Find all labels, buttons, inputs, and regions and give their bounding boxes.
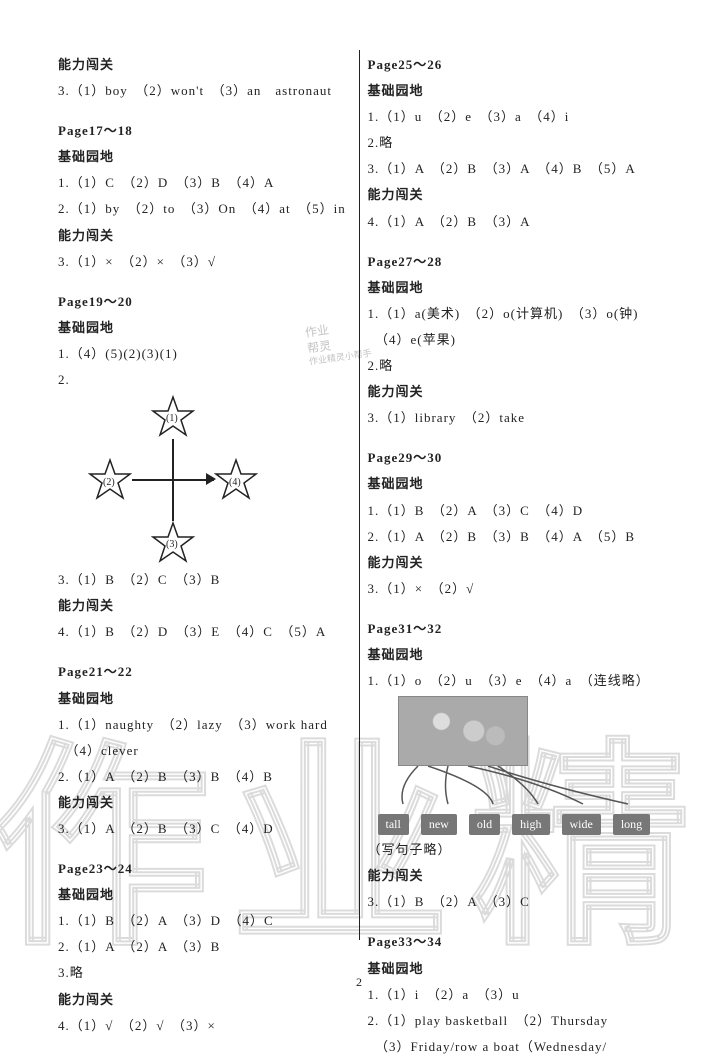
- answer-line: 3.（1）library （2）take: [368, 407, 661, 429]
- answer-line: 3.（1）B （2）C （3）B: [58, 569, 351, 591]
- word-tag: tall: [378, 814, 409, 835]
- section-heading: 基础园地: [58, 688, 351, 710]
- star-label: (3): [166, 539, 178, 550]
- answer-line: 1.（1）u （2）e （3）a （4）i: [368, 106, 661, 128]
- answer-line: （4）clever: [58, 740, 351, 762]
- page-range: Page23～24: [58, 858, 351, 880]
- word-tag: old: [469, 814, 500, 835]
- answer-line: 4.（1）A （2）B （3）A: [368, 211, 661, 233]
- answer-line: 2.（1）by （2）to （3）On （4）at （5）in: [58, 198, 351, 220]
- answer-line: 1.（1）o （2）u （3）e （4）a （连线略）: [368, 670, 661, 692]
- answer-line: 2.（1）A （2）B （3）B （4）A （5）B: [368, 526, 661, 548]
- connector-curves: [388, 766, 648, 806]
- page-range: Page19～20: [58, 291, 351, 313]
- answer-line: 1.（1）B （2）A （3）C （4）D: [368, 500, 661, 522]
- answer-line: 1.（1）C （2）D （3）B （4）A: [58, 172, 351, 194]
- section-heading: 能力闯关: [58, 989, 351, 1011]
- page-range: Page21～22: [58, 661, 351, 683]
- section-heading: 能力闯关: [58, 54, 351, 76]
- answer-line: 3.（1）B （2）A （3）C: [368, 891, 661, 913]
- answer-line: 4.（1）B （2）D （3）E （4）C （5）A: [58, 621, 351, 643]
- section-heading: 能力闯关: [58, 792, 351, 814]
- section-heading: 基础园地: [368, 277, 661, 299]
- star-label: (1): [166, 413, 178, 424]
- word-tag-row: tall new old high wide long: [378, 814, 661, 835]
- answer-line: 2.: [58, 369, 351, 391]
- section-heading: 基础园地: [368, 644, 661, 666]
- section-heading: 能力闯关: [58, 595, 351, 617]
- inline-photo: [398, 696, 528, 766]
- answer-line: （写句子略）: [368, 839, 661, 861]
- section-heading: 基础园地: [368, 80, 661, 102]
- star-label: (4): [229, 477, 241, 488]
- answer-line: 3.（1）× （2）× （3）√: [58, 251, 351, 273]
- word-tag: new: [421, 814, 457, 835]
- answer-line: 2.（1）play basketball （2）Thursday: [368, 1010, 661, 1032]
- answer-line: 1.（1）B （2）A （3）D （4）C: [58, 910, 351, 932]
- answer-line: 3.（1）A （2）B （3）A （4）B （5）A: [368, 158, 661, 180]
- answer-line: 2.（1）A （2）A （3）B: [58, 936, 351, 958]
- answer-line: 3.（1）× （2）√: [368, 578, 661, 600]
- answer-line: 2.略: [368, 132, 661, 154]
- star-label: (2): [103, 477, 115, 488]
- section-heading: 能力闯关: [58, 225, 351, 247]
- section-heading: 基础园地: [368, 473, 661, 495]
- answer-line: 3.（1）A （2）B （3）C （4）D: [58, 818, 351, 840]
- word-tag: long: [613, 814, 650, 835]
- section-heading: 能力闯关: [368, 865, 661, 887]
- section-heading: 基础园地: [58, 146, 351, 168]
- page-range: Page31～32: [368, 618, 661, 640]
- answer-line: 4.（1）√ （2）√ （3）×: [58, 1015, 351, 1037]
- section-heading: 能力闯关: [368, 552, 661, 574]
- page-number: 2: [0, 975, 718, 990]
- answer-line: 2.略: [368, 355, 661, 377]
- answer-line: 1.（1）naughty （2）lazy （3）work hard: [58, 714, 351, 736]
- answer-line: （4）e(苹果): [368, 329, 661, 351]
- right-column: Page25～26 基础园地 1.（1）u （2）e （3）a （4）i 2.略…: [360, 50, 669, 940]
- answer-line: 1.（4）(5)(2)(3)(1): [58, 343, 351, 365]
- page-range: Page33～34: [368, 931, 661, 953]
- star-diagram: (1) (2) (4) (3): [88, 395, 258, 565]
- answer-line: 2.（1）A （2）B （3）B （4）B: [58, 766, 351, 788]
- arrow-right-icon: [206, 473, 218, 485]
- page-range: Page27～28: [368, 251, 661, 273]
- answer-line: （3）Friday/row a boat（Wednesday/: [368, 1036, 661, 1058]
- section-heading: 能力闯关: [368, 184, 661, 206]
- section-heading: 能力闯关: [368, 381, 661, 403]
- answer-line: 3.（1）boy （2）won't （3）an astronaut: [58, 80, 351, 102]
- section-heading: 基础园地: [58, 884, 351, 906]
- page-range: Page29～30: [368, 447, 661, 469]
- answer-line: 1.（1）a(美术) （2）o(计算机) （3）o(钟): [368, 303, 661, 325]
- word-tag: high: [512, 814, 549, 835]
- left-column: 能力闯关 3.（1）boy （2）won't （3）an astronaut P…: [50, 50, 360, 940]
- word-tag: wide: [562, 814, 601, 835]
- page-range: Page17～18: [58, 120, 351, 142]
- section-heading: 基础园地: [58, 317, 351, 339]
- page-range: Page25～26: [368, 54, 661, 76]
